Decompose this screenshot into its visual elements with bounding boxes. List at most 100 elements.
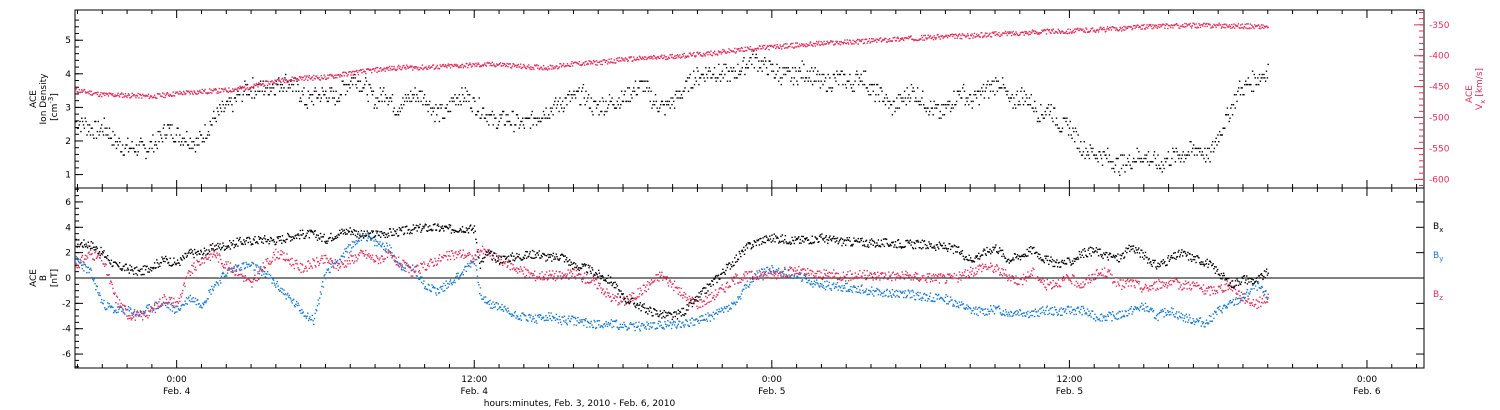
by-series-point [610, 319, 612, 321]
by-series-point [915, 292, 917, 295]
vx-series-point [996, 33, 999, 35]
vx-series-point [261, 83, 264, 85]
vx-series-point [354, 74, 357, 76]
ion-density-series-point [421, 90, 423, 92]
by-series-point [896, 294, 898, 297]
ion-density-series-point [1245, 83, 1248, 86]
by-series-point [153, 303, 156, 305]
vx-series-point [386, 66, 388, 69]
ion-density-series-point [850, 87, 853, 89]
vx-series-point [431, 66, 433, 68]
vx-series-point [958, 34, 960, 36]
by-series-point [862, 292, 865, 294]
vx-series-point [135, 97, 137, 99]
by-series-point [518, 318, 520, 321]
bz-series-point [110, 281, 113, 283]
vx-series-point [595, 63, 597, 66]
ion-density-series-point [200, 134, 202, 136]
vx-series-point [392, 68, 395, 70]
vx-series-point [458, 66, 461, 68]
ion-density-series-point [1001, 77, 1004, 79]
vx-series-point [483, 63, 485, 66]
ion-density-series-point [367, 100, 369, 103]
vx-series-point [910, 35, 912, 37]
vx-series-point [670, 54, 672, 56]
vx-series-point [1145, 26, 1147, 28]
by-series-point [373, 240, 375, 242]
vx-series-point [768, 49, 770, 51]
by-series-point [447, 286, 450, 288]
ion-density-series-point [416, 94, 418, 96]
by-series-point [603, 323, 606, 325]
ion-density-series-point [347, 83, 349, 86]
by-series-point [1212, 313, 1214, 315]
ion-density-series-point [134, 151, 137, 153]
by-series-point [493, 303, 496, 306]
ion-density-series-point [631, 97, 633, 99]
ion-density-series-point [779, 77, 782, 79]
by-series-point [128, 310, 130, 312]
by-series-point [1095, 316, 1098, 318]
vx-series-point [1047, 29, 1049, 31]
by-series-point [999, 312, 1002, 314]
by-series-point [1236, 303, 1238, 306]
vx-series-point [829, 41, 831, 44]
by-series-point [316, 305, 319, 307]
by-series [75, 233, 1269, 332]
ion-density-series-point [614, 107, 616, 109]
ion-density-series-point [195, 137, 197, 139]
ion-density-series-point [857, 73, 859, 76]
bz-series-point [132, 313, 134, 315]
bz-series-point [255, 279, 257, 282]
by-series-point [945, 294, 947, 296]
vx-series-point [214, 89, 216, 91]
bz-series-point [213, 251, 215, 253]
by-series-point [927, 298, 929, 300]
vx-series-point [375, 66, 377, 69]
by-series-point [1097, 318, 1100, 321]
by-series-point [568, 315, 570, 318]
vx-series-point [641, 58, 643, 60]
by-series-point [804, 275, 807, 277]
ion-density-series-point [604, 110, 606, 113]
by-series-point [1115, 313, 1118, 315]
ion-density-series-point [1162, 164, 1164, 166]
ion-density-series-point [560, 104, 562, 106]
ion-density-series-point [964, 104, 966, 106]
by-series-point [998, 305, 1000, 307]
bz-series-point [161, 303, 163, 305]
by-series-point [1042, 309, 1045, 312]
bz-series-point [76, 267, 78, 269]
bz-series-point [246, 279, 248, 281]
vx-series-point [868, 38, 871, 40]
by-series-point [508, 310, 510, 312]
by-series-point [130, 312, 133, 314]
by-series-point [673, 320, 675, 323]
ion-density-series-point [107, 134, 109, 136]
bz-series-point [266, 260, 268, 262]
vx-series-point [207, 91, 209, 94]
ion-density-series-point [319, 100, 322, 103]
by-series-point [1147, 305, 1149, 308]
vx-series-point [1001, 34, 1003, 36]
vx-series-point [188, 91, 191, 94]
vx-series-point [804, 45, 807, 48]
ion-density-series-point [552, 114, 554, 116]
vx-series-point [1237, 25, 1239, 27]
vx-series-point [217, 90, 219, 93]
vx-series-point [281, 78, 283, 80]
vx-series-point [896, 37, 898, 39]
vx-series-point [947, 34, 949, 37]
by-series-point [179, 309, 181, 311]
by-series-point [979, 311, 981, 313]
by-series-point [312, 320, 314, 322]
by-series-point [84, 264, 87, 266]
vx-series-point [266, 80, 268, 82]
vx-series-point [301, 76, 304, 79]
vx-series-point [1176, 23, 1178, 25]
vx-series-point [1028, 34, 1030, 36]
vx-series-point [397, 66, 399, 68]
by-series-point [886, 288, 888, 291]
by-series-point [786, 274, 788, 277]
by-series-point [812, 286, 814, 288]
